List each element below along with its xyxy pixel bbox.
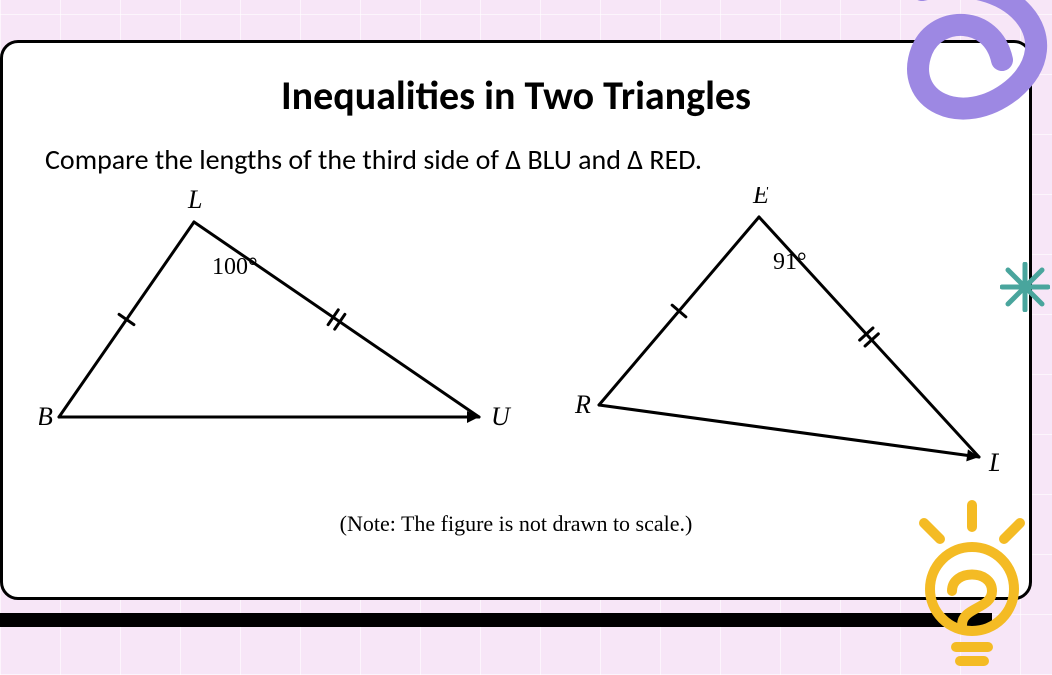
figure-area: BLU100°RED91° — [39, 187, 993, 507]
svg-text:D: D — [988, 448, 999, 477]
content-card: Inequalities in Two Triangles Compare th… — [0, 40, 1032, 600]
svg-text:91°: 91° — [773, 249, 807, 275]
prompt-text: Compare the lengths of the third side of… — [45, 142, 993, 177]
svg-text:U: U — [491, 402, 512, 431]
svg-text:E: E — [752, 187, 769, 209]
svg-text:B: B — [39, 402, 53, 431]
svg-text:R: R — [574, 390, 591, 419]
slide-title: Inequalities in Two Triangles — [39, 71, 993, 120]
svg-text:100°: 100° — [212, 254, 258, 280]
figure-note: (Note: The figure is not drawn to scale.… — [39, 511, 993, 537]
triangles-figure: B L U 100° R E D 91° — [39, 187, 999, 507]
bottom-accent-bar — [0, 613, 992, 627]
svg-text:L: L — [187, 187, 202, 214]
